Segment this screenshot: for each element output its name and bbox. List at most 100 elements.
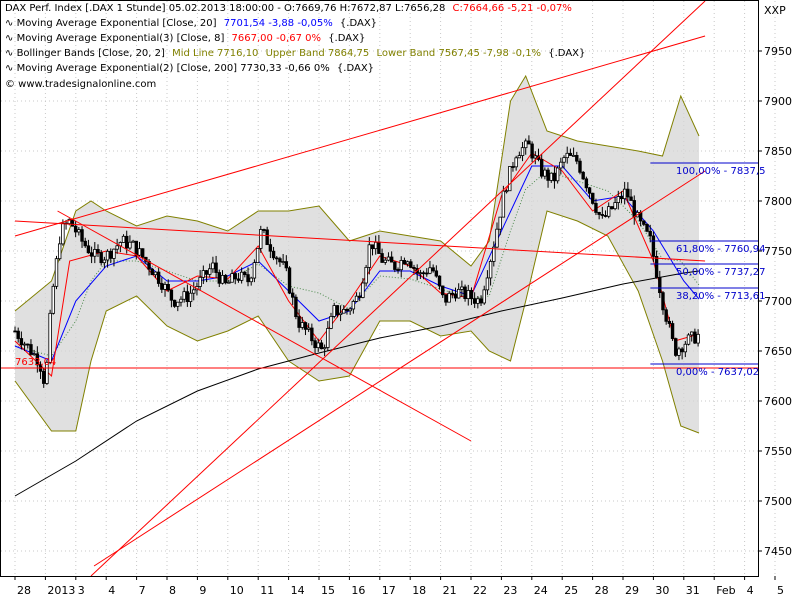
candle-body: [306, 327, 311, 330]
trendlines: [1, 1, 758, 576]
candle-body: [291, 292, 295, 298]
candle-body: [370, 244, 375, 250]
bb-upper-value: Upper Band 7864,75: [266, 48, 370, 59]
candle-body: [109, 250, 113, 259]
y-tick-label: 7750: [764, 245, 792, 258]
candle-body: [450, 292, 455, 295]
candle-body: [380, 253, 384, 263]
wave-icon: ∿: [5, 18, 17, 29]
candle-body: [128, 241, 132, 249]
y-tick-label: 7450: [764, 545, 792, 558]
candle-body: [160, 283, 164, 290]
fib-level-label: 50,00% - 7737,27: [676, 267, 765, 278]
candle-body: [632, 200, 636, 218]
candle-body: [393, 261, 397, 270]
candle-body: [651, 235, 656, 257]
candle-body: [492, 246, 496, 262]
bollinger-lower-line: [14, 210, 700, 434]
trendline: [57, 210, 472, 442]
candle-body: [233, 273, 237, 280]
candle-body: [539, 159, 544, 177]
trendline: [14, 220, 706, 262]
candle-body: [664, 309, 668, 322]
candle-body: [680, 348, 684, 353]
x-tick-label: 25: [564, 584, 578, 597]
ema20-value: 7701,54 -3,88 -0,05%: [224, 18, 333, 29]
candle-body: [96, 249, 100, 253]
candle-body: [472, 298, 477, 304]
candle-body: [287, 267, 292, 294]
candle-body: [249, 277, 253, 283]
x-tick-label: 11: [260, 584, 274, 597]
x-tick-label: 21: [443, 584, 457, 597]
candle-body: [278, 258, 282, 263]
candle-body: [587, 187, 592, 194]
candle-body: [530, 143, 534, 159]
candle-body: [696, 333, 700, 344]
candle-body: [223, 274, 228, 284]
candle-body: [335, 305, 340, 315]
candle-body: [677, 348, 681, 356]
candle-body: [610, 206, 614, 210]
candle-body: [303, 322, 308, 330]
candle-body: [26, 343, 30, 346]
candle-body: [19, 338, 24, 346]
candle-body: [300, 322, 304, 328]
candle-body: [431, 267, 435, 272]
candle-body: [600, 214, 605, 216]
bollinger-fill: [15, 76, 699, 433]
trendline: [90, 1, 706, 576]
candle-body: [437, 275, 442, 287]
price-axis: 7450 7500 7550 7600 7650 7700 7750 7800 7850 7900…: [758, 45, 792, 558]
candle-body: [482, 289, 486, 304]
candle-body: [562, 157, 566, 163]
fib-level-label: 61,80% - 7760,94: [676, 244, 765, 255]
candle-body: [358, 295, 362, 298]
candle-body: [508, 166, 512, 192]
y-tick-label: 7950: [764, 45, 792, 58]
x-tick-label: 9: [199, 584, 206, 597]
candle-body: [667, 320, 672, 324]
candle-body: [418, 272, 423, 275]
candle-body: [236, 278, 241, 281]
candle-body: [265, 229, 269, 246]
candle-body: [520, 147, 525, 156]
candle-body: [447, 292, 451, 303]
x-tick-label: 8: [169, 584, 176, 597]
y-tick-label: 7650: [764, 345, 792, 358]
fib-level-label: 0,00% - 7637,02: [676, 367, 759, 378]
candle-body: [613, 202, 617, 210]
candle-body: [581, 171, 585, 180]
bb-lower-value: Lower Band 7567,45 -7,98 -0,1%: [376, 48, 541, 59]
candle-body: [102, 259, 107, 264]
candle-body: [463, 286, 467, 300]
candle-body: [163, 284, 167, 290]
candle-body: [456, 288, 461, 299]
candle-body: [80, 229, 84, 242]
candle-body: [661, 292, 665, 311]
candle-body: [421, 272, 426, 275]
candle-body: [396, 269, 400, 271]
legend-row-ema200: ∿ Moving Average Exponential(2) [Close, …: [5, 63, 374, 74]
candle-body: [204, 270, 209, 275]
x-tick-label: 10: [230, 584, 244, 597]
candle-body: [313, 340, 317, 349]
bb-name: Bollinger Bands [Close, 20, 2]: [17, 48, 165, 59]
candle-body: [259, 229, 263, 249]
candle-body: [488, 261, 493, 279]
candle-body: [425, 272, 429, 275]
candle-body: [354, 295, 359, 302]
title-close-value: C:7664,66 -5,21 -0,07%: [453, 3, 572, 14]
candle-body: [364, 266, 368, 284]
x-tick-label: 7: [139, 584, 146, 597]
y-tick-label: 7850: [764, 145, 792, 158]
ema20-symbol: {.DAX}: [340, 18, 377, 29]
candle-body: [42, 370, 46, 384]
candle-body: [342, 309, 346, 314]
candle-body: [125, 235, 129, 249]
candle-body: [73, 225, 78, 233]
candle-body: [179, 298, 183, 303]
candle-body: [533, 155, 537, 159]
candle-body: [546, 169, 550, 181]
